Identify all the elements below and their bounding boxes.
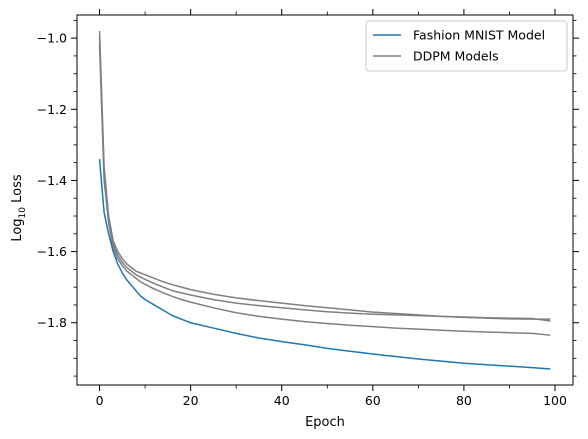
series-line-1 (98, 30, 551, 320)
x-tick-label: 100 (543, 393, 567, 408)
legend: Fashion MNIST Model DDPM Models (365, 20, 568, 72)
legend-box (365, 20, 568, 72)
y-tick-label: −1.0 (37, 31, 67, 46)
x-tick-label: 40 (274, 393, 290, 408)
legend-label-ddpm: DDPM Models (413, 49, 499, 64)
y-axis-label: Log10 Loss (10, 174, 28, 242)
series-line-0 (98, 159, 551, 370)
x-axis-label: Epoch (305, 415, 345, 430)
y-tick-label: −1.6 (37, 244, 67, 259)
y-tick-label: −1.2 (37, 102, 67, 117)
x-tick-label: 60 (365, 393, 381, 408)
y-tick-label: −1.4 (37, 173, 67, 188)
y-axis-label-subscript: 10 (18, 207, 28, 219)
series-layer (98, 30, 551, 370)
x-tick-label: 80 (456, 393, 472, 408)
x-tick-label: 20 (183, 393, 199, 408)
x-tick-label: 0 (96, 393, 104, 408)
plot-frame (76, 14, 574, 386)
legend-label-fashion: Fashion MNIST Model (413, 28, 545, 43)
series-line-2 (98, 38, 551, 322)
ticks-layer: 0 20 40 60 80 100 −1.8 −1.6 −1.4 −1.2 −1.0 (37, 9, 579, 408)
series-line-3 (98, 45, 551, 336)
y-axis-label-base: Log (10, 218, 25, 241)
y-tick-label: −1.8 (37, 315, 67, 330)
y-axis-label-rest: Loss (10, 174, 25, 207)
